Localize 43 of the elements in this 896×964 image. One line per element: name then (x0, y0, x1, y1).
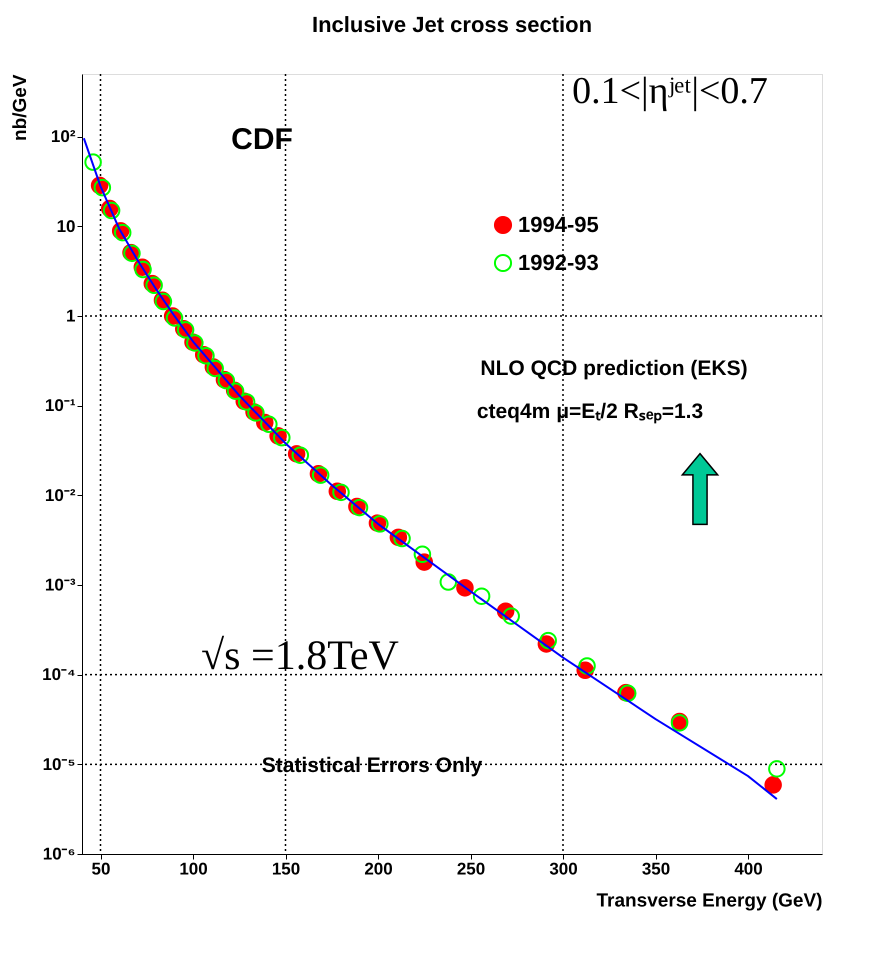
x-tick-label: 200 (364, 860, 393, 878)
point (768, 760, 786, 778)
y-tick-label: 10⁻³ (44, 576, 76, 595)
point (764, 776, 782, 794)
point (440, 573, 458, 591)
annotation: cteq4m μ=Eₜ/2 Rₛₑₚ=1.3 (476, 400, 704, 424)
chart-title: Inclusive Jet cross section (312, 12, 592, 37)
y-tick-label: 1 (66, 306, 76, 326)
annotation: NLO QCD prediction (EKS) (480, 357, 748, 380)
y-tick-label: 10² (50, 127, 76, 146)
x-axis-title: Transverse Energy (GeV) (596, 890, 822, 912)
y-axis-title: nb/GeV (10, 74, 32, 142)
x-tick-label: 350 (642, 860, 670, 878)
point (502, 607, 520, 625)
point (393, 530, 411, 548)
y-tick-label: 10⁻¹ (44, 396, 76, 416)
annotation: √s =1.8TeV (201, 633, 399, 679)
legend-label: 1992-93 (518, 250, 599, 275)
y-tick-label: 10⁻⁴ (42, 665, 76, 684)
x-tick-label: 100 (179, 860, 208, 878)
x-tick-label: 400 (734, 860, 763, 878)
y-tick-label: 10⁻⁶ (42, 844, 76, 864)
x-tick-label: 300 (549, 860, 578, 878)
point (84, 153, 102, 171)
point (414, 546, 432, 564)
point (94, 178, 112, 196)
point (273, 428, 291, 446)
point (578, 657, 596, 675)
legend-label: 1994-95 (518, 212, 599, 237)
y-tick-label: 10⁻² (44, 486, 76, 505)
y-tick-label: 10 (56, 216, 76, 236)
point (332, 484, 350, 502)
annotation: CDF (231, 123, 293, 156)
x-tick-label: 150 (272, 860, 300, 878)
point (539, 632, 557, 650)
x-tick-label: 250 (456, 860, 486, 878)
annotation: 0.1<|ηʲᵉᵗ|<0.7 (572, 70, 768, 112)
point (472, 587, 490, 605)
y-tick-label: 10⁻⁵ (42, 754, 76, 774)
point (260, 416, 278, 434)
point (292, 446, 310, 464)
annotation: Statistical Errors Only (262, 754, 483, 777)
x-tick-label: 50 (92, 860, 110, 878)
